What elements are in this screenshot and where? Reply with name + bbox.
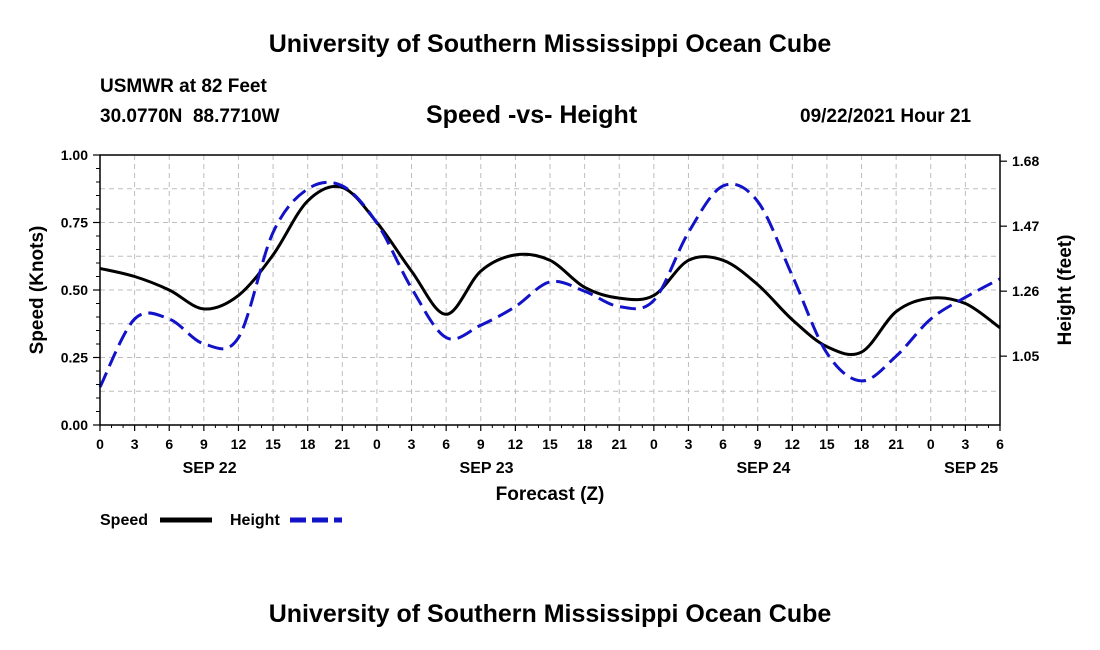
x-tick-label: 3 (961, 436, 969, 452)
x-tick-label: 21 (611, 436, 627, 452)
x-tick-label: 9 (477, 436, 485, 452)
station-label: USMWR at 82 Feet (100, 76, 267, 97)
page-title-top: University of Southern Mississippi Ocean… (268, 30, 832, 58)
x-tick-label: 15 (819, 436, 835, 452)
x-date-label: SEP 22 (183, 460, 237, 477)
legend: Speed Height (100, 512, 342, 529)
page-title-bottom: University of Southern Mississippi Ocean… (268, 600, 832, 628)
x-tick-label: 9 (200, 436, 208, 452)
y-tick-label-left: 0.25 (61, 350, 88, 366)
x-tick-label: 3 (685, 436, 693, 452)
speed-series-line (99, 184, 1001, 357)
x-tick-label: 18 (300, 436, 316, 452)
x-tick-label: 0 (650, 436, 658, 452)
y-tick-label-left: 0.00 (61, 417, 88, 433)
x-tick-label: 0 (927, 436, 935, 452)
x-tick-label: 12 (508, 436, 524, 452)
x-tick-label: 21 (888, 436, 904, 452)
x-tick-label: 18 (854, 436, 870, 452)
y-tick-label-left: 0.75 (61, 215, 88, 231)
x-tick-label: 6 (996, 436, 1004, 452)
series-layer (98, 180, 1001, 388)
x-tick-label: 6 (165, 436, 173, 452)
grid-lines (100, 155, 1000, 425)
y-tick-label-right: 1.68 (1012, 153, 1039, 169)
legend-speed-label: Speed (100, 512, 148, 529)
x-date-label: SEP 23 (460, 460, 514, 477)
y-tick-label-right: 1.26 (1012, 283, 1039, 299)
x-tick-label: 6 (719, 436, 727, 452)
y-axis-label-left: Speed (Knots) (27, 226, 48, 355)
x-tick-label: 15 (542, 436, 558, 452)
height-series-line (98, 180, 1001, 388)
x-tick-label: 12 (231, 436, 247, 452)
x-tick-label: 3 (131, 436, 139, 452)
y-axis-label-right: Height (feet) (1055, 235, 1076, 346)
legend-height-label: Height (230, 512, 280, 529)
x-date-label: SEP 24 (736, 460, 790, 477)
x-tick-label: 3 (408, 436, 416, 452)
y-tick-label-left: 0.50 (61, 282, 88, 298)
y-tick-label-right: 1.05 (1012, 348, 1039, 364)
x-axis-label: Forecast (Z) (496, 484, 605, 505)
coordinates-label: 30.0770N 88.7710W (100, 106, 280, 127)
axis-layer: 0 3 6 9 12 15 18 21 0 3 6 9 12 15 18 21 0 3 6 9 12 15 18 21 0 3 6S… (61, 147, 1040, 477)
x-tick-label: 0 (373, 436, 381, 452)
issued-datetime: 09/22/2021 Hour 21 (800, 106, 972, 127)
x-tick-label: 18 (577, 436, 593, 452)
x-tick-label: 12 (785, 436, 801, 452)
x-tick-label: 0 (96, 436, 104, 452)
x-tick-label: 9 (754, 436, 762, 452)
x-tick-label: 15 (265, 436, 281, 452)
y-tick-label-right: 1.47 (1012, 218, 1039, 234)
x-tick-label: 21 (335, 436, 351, 452)
y-tick-label-left: 1.00 (61, 147, 88, 163)
chart-title: Speed -vs- Height (426, 101, 638, 129)
x-date-label: SEP 25 (944, 460, 998, 477)
x-tick-label: 6 (442, 436, 450, 452)
